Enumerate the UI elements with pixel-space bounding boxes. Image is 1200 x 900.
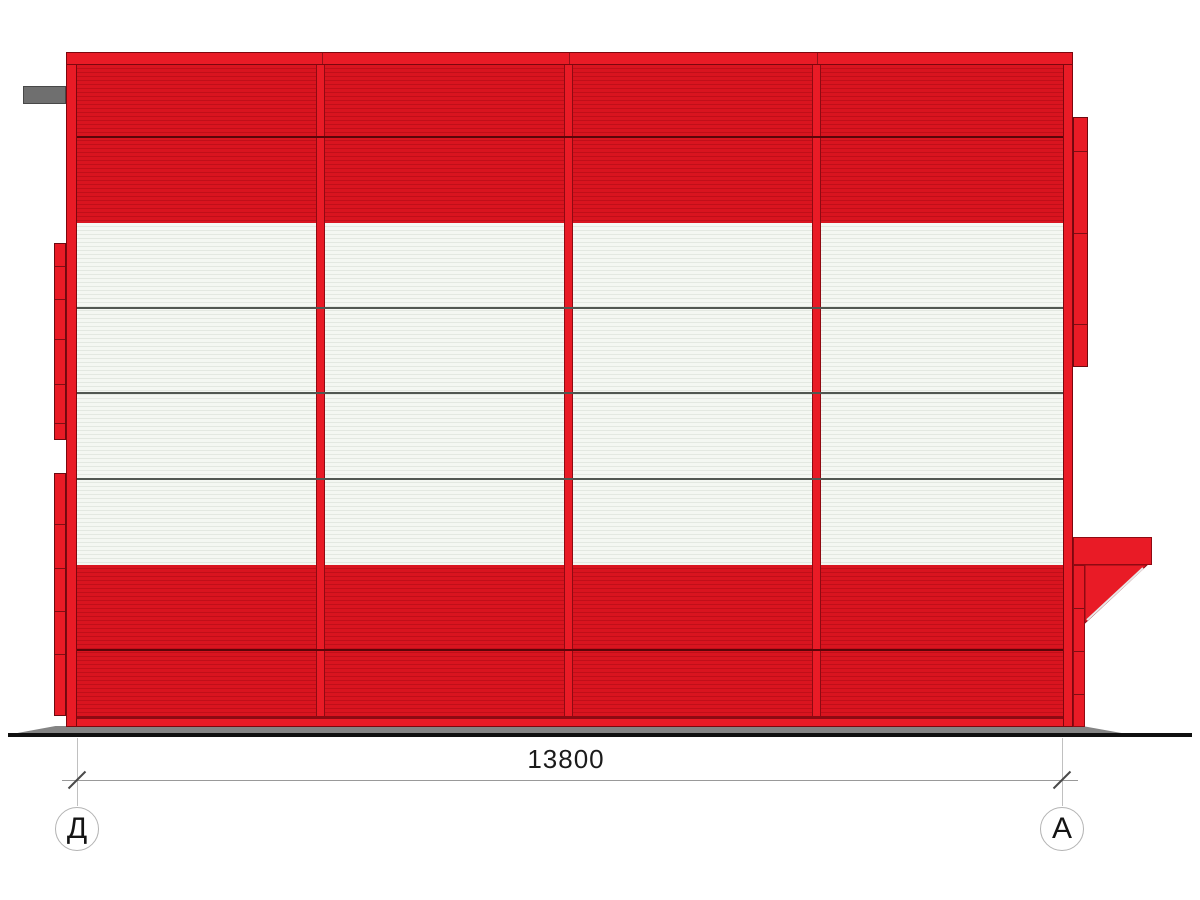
corner-column-right [1063, 52, 1073, 727]
pilaster-joint [55, 524, 65, 525]
pilaster-joint [1074, 324, 1087, 325]
parapet-seam [569, 53, 570, 64]
pilaster-joint [55, 611, 65, 612]
left-pilaster-lower [54, 473, 66, 716]
pilaster-joint [55, 339, 65, 340]
pilaster-joint [1074, 694, 1084, 695]
right-base-strip [1073, 565, 1085, 727]
axis-marker-a-label: А [1051, 812, 1072, 845]
panel-joint-line [77, 392, 1063, 394]
pilaster-joint [55, 384, 65, 385]
left-pilaster-upper [54, 243, 66, 440]
panel-joint-line [77, 307, 1063, 309]
ground-line [8, 733, 1192, 737]
parapet-seam [817, 53, 818, 64]
corner-column-left [66, 52, 77, 727]
canopy-bracket [1085, 565, 1148, 624]
pilaster-joint [1074, 233, 1087, 234]
panel-joint-line [77, 136, 1063, 138]
wall-base-trim [66, 719, 1073, 727]
facade-mullion [812, 65, 821, 716]
parapet-seam [322, 53, 323, 64]
wall-base-shadow-strip [77, 716, 1063, 719]
panel-joint-line [77, 649, 1063, 651]
pilaster-joint [1074, 651, 1084, 652]
extension-line-right [1062, 738, 1063, 806]
pilaster-joint [55, 266, 65, 267]
parapet-cap [66, 52, 1073, 65]
axis-marker-d-label: Д [66, 812, 88, 845]
canopy-beam [1073, 537, 1152, 565]
facade-mullion [316, 65, 325, 716]
pilaster-joint [55, 568, 65, 569]
pilaster-joint [1074, 608, 1084, 609]
pilaster-joint [55, 299, 65, 300]
dimension-line [62, 780, 1078, 781]
dimension-value: 13800 [527, 744, 605, 774]
pilaster-joint [1074, 151, 1087, 152]
extension-line-left [77, 738, 78, 806]
pilaster-joint [55, 654, 65, 655]
panel-joint-line [77, 478, 1063, 480]
axis-marker-a: А [1040, 807, 1084, 851]
axis-marker-d: Д [55, 807, 99, 851]
pilaster-joint [55, 423, 65, 424]
wall-pipe-outlet [23, 86, 66, 104]
ground-surface [12, 726, 1127, 734]
right-pilaster [1073, 117, 1088, 367]
facade-mullion [564, 65, 573, 716]
